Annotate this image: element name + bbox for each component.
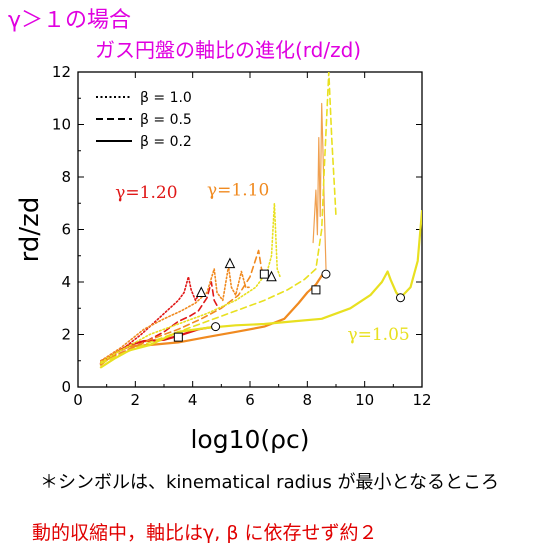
x-tick-label: 2 [131, 391, 141, 409]
square-marker [173, 332, 183, 342]
page-subtitle: ガス円盤の軸比の進化(rd/zd) [95, 38, 362, 62]
x-tick-label: 8 [303, 391, 313, 409]
square-marker [259, 269, 269, 279]
triangle-marker [224, 257, 236, 269]
series-line-gamma-105-beta-05 [100, 72, 337, 365]
legend-label: β = 1.0 [140, 90, 192, 106]
square-marker [311, 285, 321, 295]
legend-label: β = 0.5 [140, 112, 192, 128]
series-line-gamma-120-beta-05 [100, 281, 220, 362]
series-line-gamma-110-beta-02 [99, 270, 326, 366]
x-tick-label: 10 [355, 391, 374, 409]
triangle-marker [195, 286, 207, 297]
y-tick-label: 6 [61, 221, 71, 239]
circle-marker [396, 293, 405, 303]
circle-marker [211, 322, 221, 332]
x-tick-label: 4 [188, 391, 198, 409]
x-tick-label: 6 [245, 391, 255, 409]
y-tick-label: 12 [52, 63, 71, 81]
y-tick-label: 10 [52, 116, 71, 134]
y-tick-label: 8 [61, 168, 71, 186]
aux-line [312, 102, 327, 270]
triangle-marker [266, 270, 277, 282]
y-tick-label: 4 [61, 273, 71, 291]
conclusion-text: 動的収縮中，軸比はγ, β に依存せず約２ [32, 522, 378, 544]
gamma-annotation: γ=1.10 [207, 180, 269, 200]
series-line-gamma-110-beta-05 [100, 249, 266, 363]
legend-label: β = 0.2 [140, 134, 192, 150]
y-axis-label: rd/zd [15, 197, 45, 263]
y-tick-label: 2 [61, 326, 71, 344]
series-line-gamma-120-beta-10 [100, 275, 201, 362]
gamma-annotation: γ=1.20 [115, 183, 177, 203]
x-axis-label: log10(ρc) [190, 425, 309, 454]
circle-marker [321, 269, 331, 279]
series-line-gamma-110-beta-10 [100, 265, 251, 362]
gamma-annotation: γ=1.05 [347, 325, 409, 345]
series-line-gamma-105-beta-10 [100, 202, 281, 363]
footnote: ＊シンボルは、kinematical radius が最小となるところ [40, 472, 500, 493]
y-tick-label: 0 [61, 378, 71, 396]
x-tick-label: 0 [73, 391, 83, 409]
x-tick-label: 12 [412, 391, 431, 409]
page-title: γ＞１の場合 [8, 8, 132, 33]
